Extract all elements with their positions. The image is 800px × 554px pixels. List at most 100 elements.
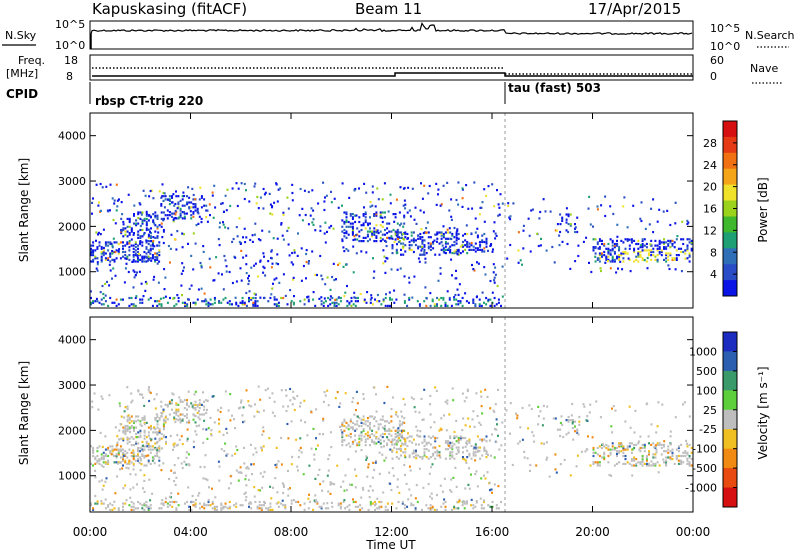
velocity-cell	[545, 441, 548, 444]
power-cell	[297, 232, 299, 235]
power-cell	[649, 243, 652, 246]
velocity-cell	[554, 417, 557, 420]
velocity-cell	[346, 505, 349, 508]
power-cell	[327, 304, 330, 307]
velocity-cell	[226, 453, 229, 456]
velocity-cell	[653, 446, 656, 449]
colorbar-tick-label: 28	[703, 137, 717, 150]
velocity-cell	[206, 478, 209, 482]
velocity-cell	[143, 437, 146, 440]
power-cell	[372, 276, 375, 279]
velocity-cell	[373, 417, 376, 420]
velocity-cell	[447, 448, 449, 451]
power-cell	[404, 244, 407, 247]
power-cell	[352, 245, 355, 248]
velocity-cell	[472, 452, 475, 455]
velocity-cell	[408, 456, 411, 459]
velocity-cell	[224, 505, 227, 508]
velocity-cell	[139, 458, 142, 461]
power-cell	[481, 291, 484, 294]
power-cell	[147, 219, 150, 222]
velocity-cell	[530, 407, 533, 411]
colorbar-tick-label: -500	[692, 462, 717, 475]
velocity-cell	[654, 456, 657, 459]
power-cell	[160, 204, 163, 207]
power-cell	[492, 248, 494, 251]
velocity-cell	[123, 416, 126, 419]
power-cell	[251, 240, 254, 243]
power-cell	[424, 257, 427, 260]
power-cell	[205, 303, 208, 306]
power-cell	[128, 246, 131, 249]
power-cell	[624, 238, 627, 241]
power-cell	[154, 216, 157, 219]
velocity-cell	[610, 474, 613, 477]
velocity-cell	[133, 420, 135, 423]
velocity-cell	[369, 415, 371, 418]
velocity-cell	[403, 421, 406, 424]
velocity-cell	[282, 483, 285, 487]
power-cell	[292, 301, 295, 304]
velocity-cell	[241, 504, 244, 507]
power-cell	[559, 223, 562, 226]
velocity-cell	[351, 428, 354, 431]
velocity-cell	[135, 440, 138, 443]
x-tick-label: 04:00	[173, 525, 208, 539]
power-cell	[183, 194, 186, 198]
power-cell	[447, 231, 449, 234]
velocity-cell	[133, 428, 135, 431]
power-cell	[326, 276, 329, 279]
velocity-cell	[175, 508, 178, 511]
power-cell	[100, 252, 103, 255]
velocity-cell	[347, 458, 350, 461]
velocity-cell	[414, 507, 417, 510]
velocity-cell	[143, 418, 146, 421]
noise-panel: N.Sky 10^5 10^0 10^5 10^0 N.Search	[2, 18, 795, 53]
velocity-cell	[586, 415, 589, 418]
velocity-cell	[194, 421, 197, 424]
power-cell	[451, 274, 453, 277]
velocity-cell	[427, 435, 430, 438]
velocity-cell	[390, 429, 393, 432]
power-cell	[122, 255, 124, 258]
velocity-cell	[455, 440, 458, 443]
power-cell	[449, 245, 452, 248]
velocity-cell	[404, 443, 407, 446]
power-cell	[498, 213, 501, 216]
power-cell	[427, 247, 430, 250]
velocity-cell	[214, 496, 217, 499]
power-cell	[117, 242, 120, 246]
velocity-cell	[438, 429, 441, 432]
power-cell	[144, 289, 147, 292]
power-cell	[377, 232, 380, 235]
power-cell	[444, 304, 447, 307]
velocity-cell	[554, 468, 557, 471]
power-cell	[187, 186, 190, 189]
power-cell	[328, 226, 331, 229]
velocity-cell	[631, 448, 634, 451]
velocity-cell	[398, 491, 401, 494]
velocity-cell	[102, 465, 105, 468]
velocity-cell	[293, 397, 296, 400]
power-cell	[95, 297, 98, 300]
power-cell	[461, 296, 464, 300]
velocity-cell	[488, 439, 491, 442]
power-cell	[107, 210, 110, 213]
power-cell	[194, 303, 197, 306]
velocity-cell	[415, 451, 417, 454]
power-cell	[147, 242, 150, 246]
power-cell	[369, 238, 371, 241]
velocity-cell	[449, 451, 452, 454]
velocity-cell	[125, 466, 128, 469]
power-cell	[607, 247, 610, 250]
velocity-cell	[489, 489, 491, 492]
power-cell	[421, 240, 424, 244]
colorbar-tick-label: 12	[703, 224, 717, 237]
velocity-cell	[660, 443, 663, 446]
power-cell	[471, 207, 474, 210]
velocity-cell	[128, 504, 131, 507]
velocity-cell	[433, 421, 436, 424]
power-cell	[311, 221, 314, 224]
velocity-cell	[462, 417, 465, 420]
power-cell	[158, 300, 161, 303]
